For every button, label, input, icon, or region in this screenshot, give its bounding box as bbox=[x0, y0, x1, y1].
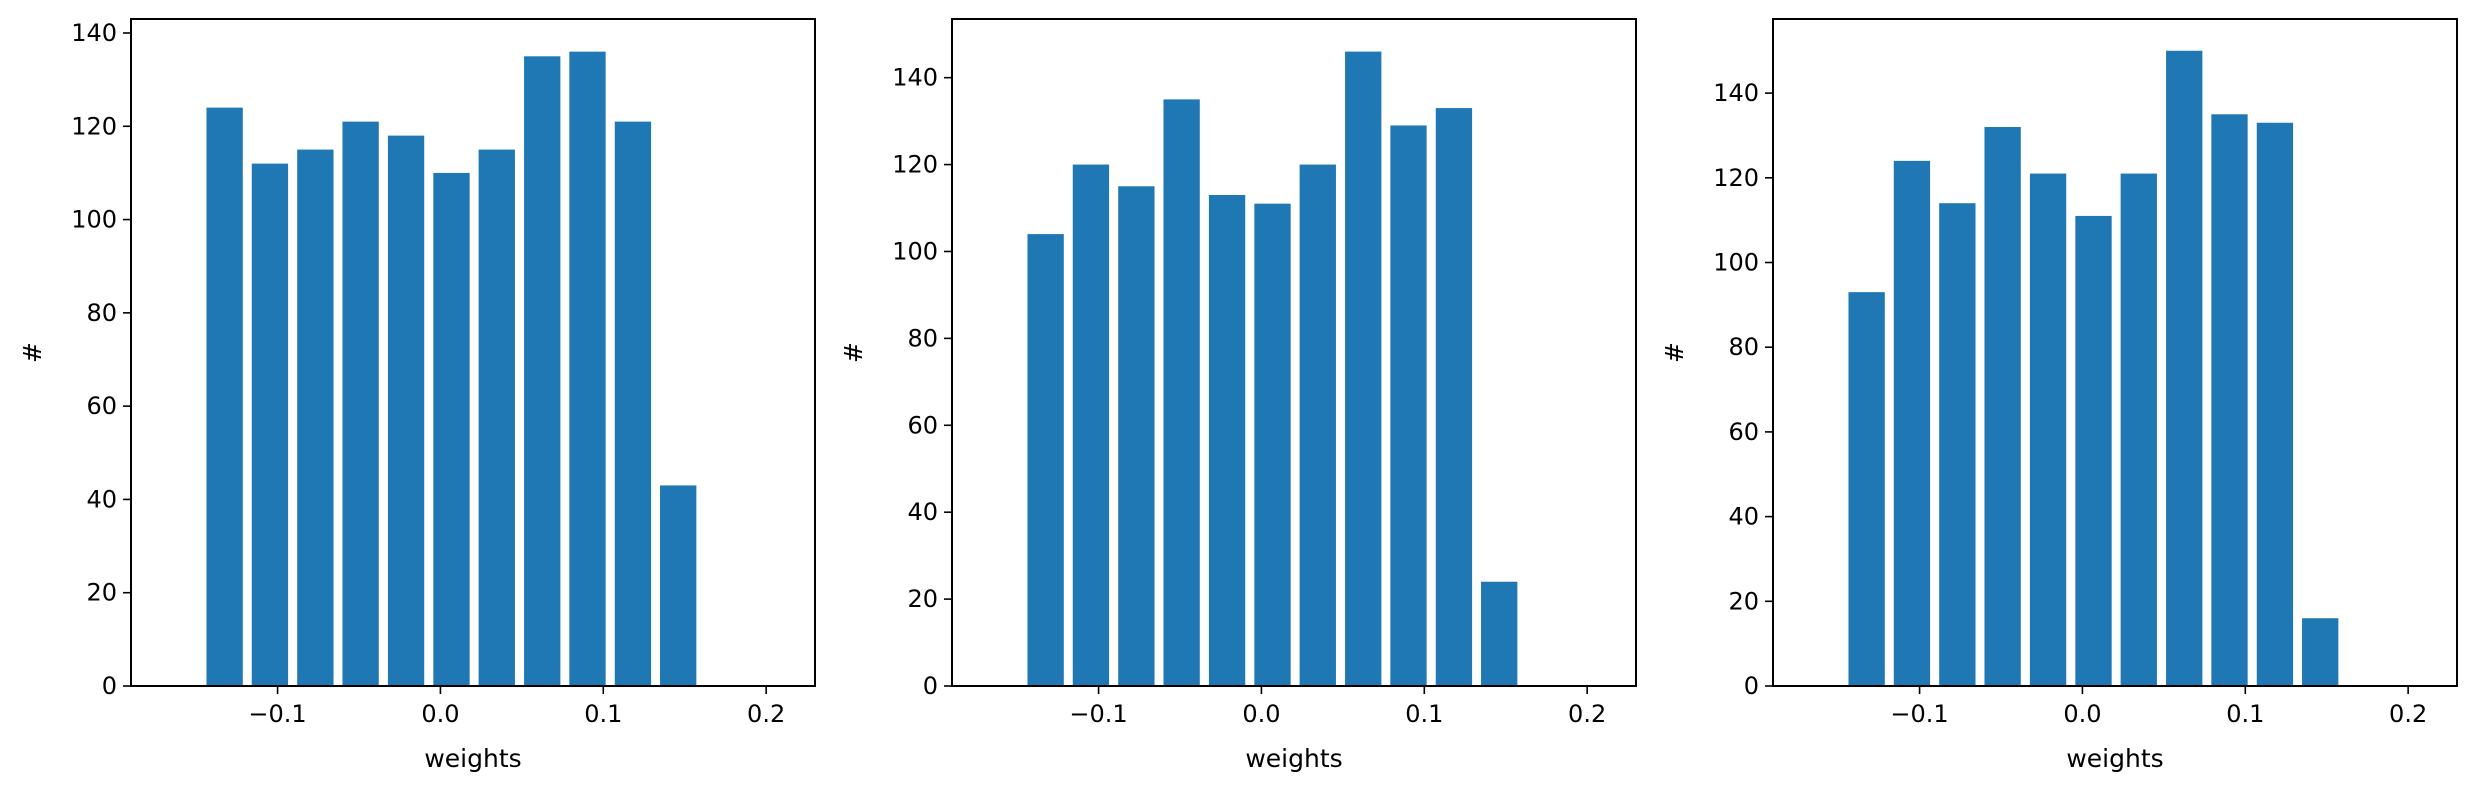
bar bbox=[2256, 122, 2294, 686]
x-tick-label: −0.1 bbox=[248, 700, 306, 728]
bar bbox=[433, 172, 470, 687]
bar bbox=[206, 107, 243, 687]
y-tick-label: 20 bbox=[86, 579, 117, 607]
x-tick-label: 0.1 bbox=[584, 700, 622, 728]
bar bbox=[342, 121, 379, 687]
y-tick-label: 20 bbox=[1728, 587, 1759, 615]
y-axis-label: # bbox=[1660, 342, 1689, 363]
axes-frame bbox=[951, 18, 1637, 687]
bar bbox=[614, 121, 652, 687]
y-tick-label: 140 bbox=[71, 19, 117, 47]
bar bbox=[2120, 173, 2157, 686]
bar bbox=[1254, 203, 1291, 687]
bar bbox=[1939, 203, 1976, 686]
bar bbox=[478, 149, 515, 687]
bar bbox=[569, 51, 606, 686]
chart-panel-2: −0.1 0.0 0.1 0.2 0 20 40 60 80 100 120 140 weights # bbox=[839, 18, 1637, 773]
bar bbox=[660, 485, 697, 686]
y-tick-label: 140 bbox=[1713, 79, 1759, 107]
y-tick-label: 0 bbox=[923, 672, 938, 700]
y-tick-label: 80 bbox=[1728, 333, 1759, 361]
bar bbox=[1984, 126, 2021, 687]
bar bbox=[1027, 234, 1064, 686]
x-tick-label: 0.0 bbox=[2063, 700, 2101, 728]
y-tick-label: 100 bbox=[1713, 249, 1759, 277]
y-axis-label: # bbox=[18, 342, 47, 363]
x-tick-label: −0.1 bbox=[1890, 700, 1948, 728]
x-tick-label: 0.2 bbox=[2389, 700, 2427, 728]
bar bbox=[1118, 186, 1155, 687]
y-tick-label: 40 bbox=[907, 498, 938, 526]
x-tick-label: 0.2 bbox=[1568, 700, 1606, 728]
y-tick-label: 120 bbox=[1713, 164, 1759, 192]
bar bbox=[387, 135, 425, 687]
bar bbox=[1345, 51, 1382, 686]
bar bbox=[1390, 125, 1427, 686]
axes-frame bbox=[130, 18, 816, 687]
x-tick-label: 0.1 bbox=[1405, 700, 1443, 728]
x-axis-label: weights bbox=[2066, 744, 2163, 773]
bar bbox=[1481, 581, 1518, 686]
y-tick-label: 20 bbox=[907, 585, 938, 613]
y-tick-label: 120 bbox=[892, 151, 938, 179]
bar bbox=[297, 149, 334, 687]
x-axis-label: weights bbox=[1245, 744, 1342, 773]
x-tick-label: 0.0 bbox=[1242, 700, 1280, 728]
y-axis-label: # bbox=[839, 342, 868, 363]
bar bbox=[2302, 618, 2339, 686]
bar bbox=[1435, 108, 1473, 686]
bar bbox=[1208, 194, 1246, 687]
x-tick-label: 0.0 bbox=[421, 700, 459, 728]
x-tick-label: 0.1 bbox=[2226, 700, 2264, 728]
y-tick-label: 40 bbox=[86, 485, 117, 513]
y-tick-label: 100 bbox=[71, 206, 117, 234]
chart-panel-1: −0.1 0.0 0.1 0.2 0 20 40 60 80 100 120 140 weights # bbox=[18, 18, 816, 773]
axes-frame bbox=[1772, 18, 2458, 687]
y-tick-label: 120 bbox=[71, 112, 117, 140]
x-tick-label: −0.1 bbox=[1069, 700, 1127, 728]
bar bbox=[1163, 99, 1200, 686]
y-tick-label: 40 bbox=[1728, 503, 1759, 531]
y-tick-label: 100 bbox=[892, 237, 938, 265]
bar bbox=[2211, 114, 2248, 687]
y-tick-label: 60 bbox=[1728, 418, 1759, 446]
y-tick-label: 80 bbox=[907, 324, 938, 352]
y-tick-label: 80 bbox=[86, 299, 117, 327]
y-tick-label: 140 bbox=[892, 64, 938, 92]
bar bbox=[251, 163, 289, 687]
bar bbox=[1299, 164, 1336, 686]
x-tick-label: 0.2 bbox=[747, 700, 785, 728]
bar bbox=[2029, 173, 2067, 686]
bar bbox=[1072, 164, 1110, 686]
y-tick-label: 0 bbox=[102, 672, 117, 700]
x-axis-label: weights bbox=[424, 744, 521, 773]
bar bbox=[2166, 50, 2203, 686]
bar bbox=[2075, 215, 2112, 687]
bar bbox=[1848, 292, 1885, 686]
chart-panel-3: −0.1 0.0 0.1 0.2 0 20 40 60 80 100 120 140 weights # bbox=[1660, 18, 2458, 773]
y-tick-label: 60 bbox=[907, 411, 938, 439]
y-tick-label: 60 bbox=[86, 392, 117, 420]
bar bbox=[1893, 160, 1931, 686]
bar bbox=[524, 56, 561, 687]
y-tick-label: 0 bbox=[1744, 672, 1759, 700]
